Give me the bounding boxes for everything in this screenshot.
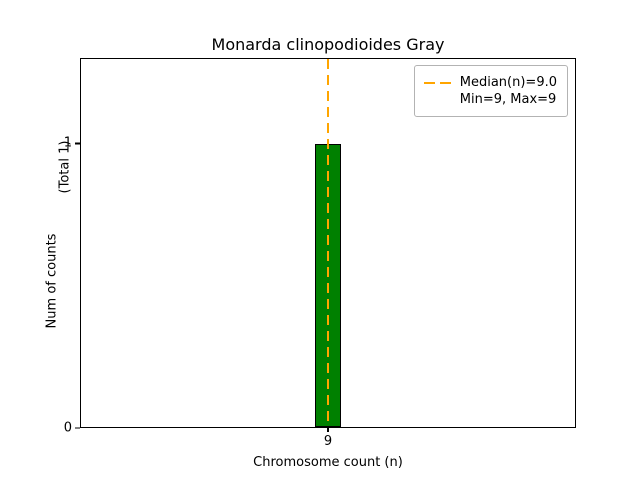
- y-axis: 0 1: [0, 58, 80, 436]
- y-tick-0: 0: [64, 421, 80, 436]
- y-tick-1: 1: [64, 136, 80, 151]
- dashed-line-icon: [423, 81, 452, 84]
- legend: Median(n)=9.0 Min=9, Max=9: [413, 65, 568, 117]
- y-tick-mark: [75, 427, 80, 429]
- plot-area: Median(n)=9.0 Min=9, Max=9: [80, 58, 576, 432]
- chart-title: Monarda clinopodioides Gray: [211, 35, 445, 54]
- y-tick-label-1: 1: [63, 135, 72, 151]
- y-tick-mark: [75, 142, 80, 145]
- x-tick-mark: [327, 427, 329, 432]
- legend-entry-median: Median(n)=9.0: [423, 75, 557, 90]
- x-axis-label: Chromosome count (n): [253, 455, 403, 470]
- legend-label-median: Median(n)=9.0: [459, 75, 557, 90]
- y-tick-label-0: 0: [63, 420, 72, 436]
- median-line: [327, 59, 329, 427]
- legend-entry-minmax: Min=9, Max=9: [424, 92, 557, 107]
- x-tick-label: 9: [323, 434, 333, 449]
- legend-label-minmax: Min=9, Max=9: [459, 92, 557, 107]
- legend-swatch-empty: [424, 99, 452, 101]
